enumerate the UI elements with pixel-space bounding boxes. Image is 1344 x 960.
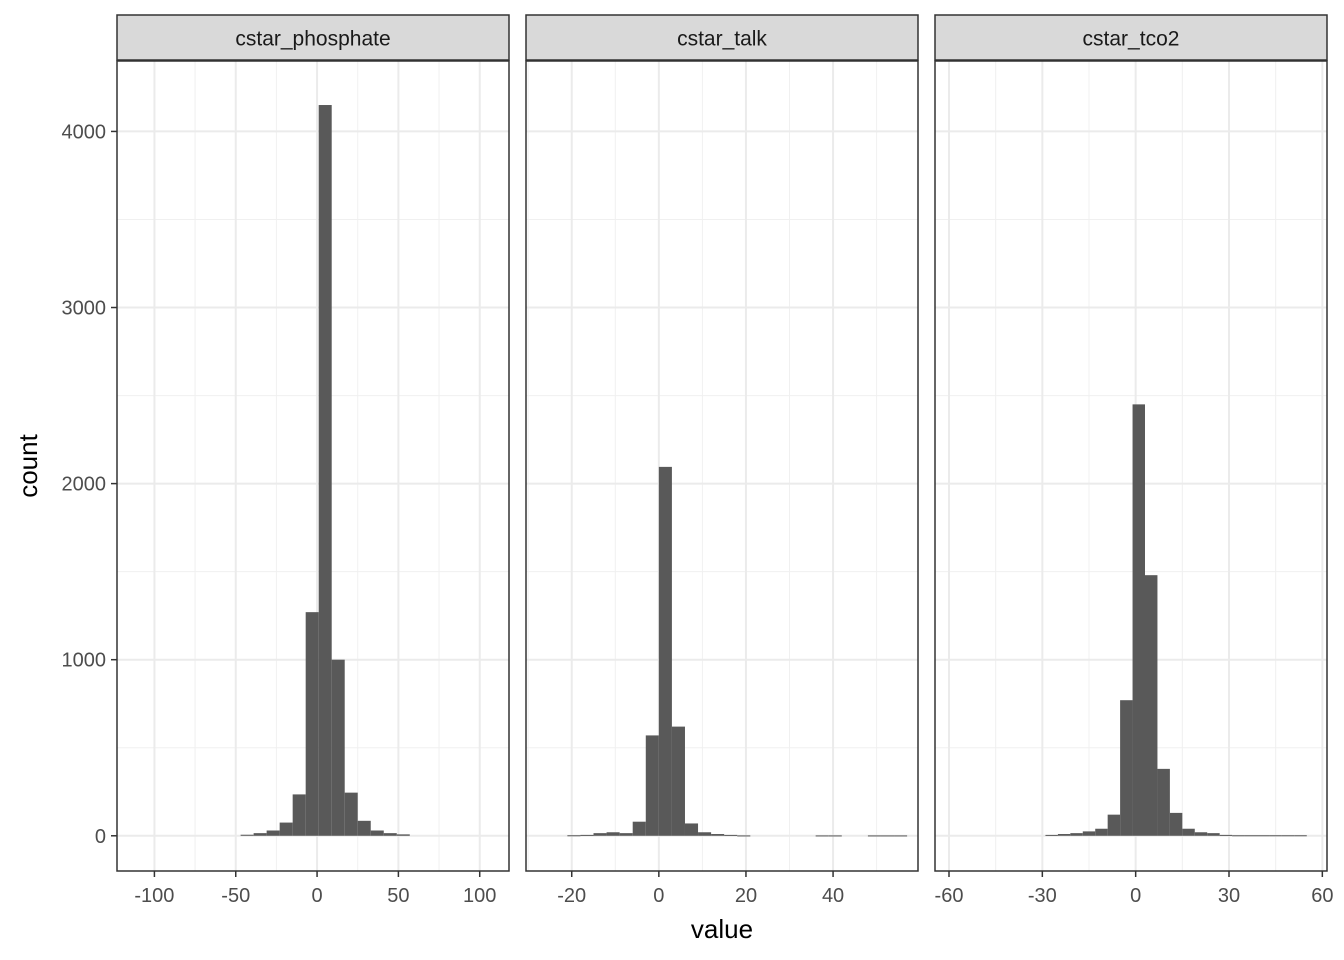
- histogram-bar: [266, 830, 280, 836]
- histogram-bar: [331, 659, 345, 836]
- panel-border: [934, 60, 1328, 872]
- histogram-bar: [1294, 835, 1307, 837]
- histogram-bar: [724, 834, 738, 836]
- histogram-bar: [593, 833, 607, 836]
- histogram-bar: [292, 794, 306, 836]
- x-tick-label: 50: [387, 885, 409, 907]
- y-tick-label: 1000: [62, 650, 107, 672]
- histogram-bar: [1169, 812, 1183, 836]
- x-axis-title: value: [691, 914, 753, 944]
- x-tick-label: -100: [134, 885, 174, 907]
- y-tick-label: 4000: [62, 121, 107, 143]
- histogram-bar: [658, 466, 672, 836]
- histogram-bar: [240, 834, 254, 836]
- histogram-bar: [698, 832, 712, 836]
- histogram-bar: [1070, 833, 1083, 836]
- histogram-bar: [606, 832, 620, 836]
- histogram-bar: [619, 833, 633, 836]
- histogram-bar: [1281, 835, 1295, 837]
- histogram-bar: [711, 834, 725, 836]
- histogram-bar: [867, 835, 881, 837]
- y-axis-title: count: [13, 433, 43, 497]
- facet-strip: [525, 14, 919, 61]
- y-axis: 0 1000 2000 3000 4000: [62, 121, 117, 848]
- histogram-bar: [1120, 700, 1133, 836]
- histogram-bar: [1132, 404, 1145, 836]
- histogram-bar: [318, 105, 332, 836]
- histogram-bar: [1057, 834, 1071, 836]
- histogram-bar: [370, 830, 384, 836]
- panel-cstar_tco2: cstar_tco2 -60 -30 0 30 60: [934, 14, 1333, 907]
- histogram-bar: [737, 835, 751, 837]
- histogram-bar: [1244, 835, 1257, 837]
- histogram-bar: [567, 835, 581, 837]
- histogram-bar: [253, 833, 267, 836]
- x-tick-label: -50: [221, 885, 250, 907]
- facet-strip-label: cstar_talk: [677, 28, 767, 51]
- panels: cstar_phosphate -100 -50 0 50 100 cstar_talk -2…: [116, 14, 1333, 907]
- histogram-bar: [1232, 835, 1245, 837]
- y-tick-label: 0: [95, 826, 106, 848]
- panel-border: [525, 60, 919, 872]
- panel-cstar_phosphate: cstar_phosphate -100 -50 0 50 100: [116, 14, 510, 907]
- histogram-bar: [344, 792, 358, 836]
- x-tick-label: -30: [1028, 885, 1057, 907]
- histogram-bar: [684, 823, 699, 836]
- histogram-bar: [828, 835, 842, 837]
- x-tick-label: 30: [1218, 885, 1240, 907]
- x-tick-label: -60: [935, 885, 964, 907]
- x-tick-label: 0: [312, 885, 323, 907]
- histogram-bar: [1194, 832, 1208, 836]
- x-tick-label: 0: [1130, 885, 1141, 907]
- histogram-bar: [1182, 828, 1195, 836]
- panel-border: [116, 60, 510, 872]
- y-tick-label: 2000: [62, 474, 107, 496]
- x-tick-label: -20: [557, 885, 586, 907]
- facet-strip-label: cstar_phosphate: [235, 28, 390, 51]
- histogram-bar: [671, 726, 685, 836]
- histogram-bar: [645, 735, 659, 836]
- histogram-bar: [1157, 768, 1170, 836]
- histogram-bar: [1219, 834, 1233, 836]
- x-tick-label: 40: [822, 885, 844, 907]
- histogram-bar: [357, 820, 371, 836]
- x-tick-label: 20: [735, 885, 757, 907]
- facet-strip-label: cstar_tco2: [1083, 28, 1180, 51]
- histogram-bar: [1107, 814, 1121, 836]
- histogram-bar: [1269, 835, 1282, 837]
- histogram-bar: [1207, 833, 1220, 836]
- y-tick-label: 3000: [62, 298, 107, 320]
- histogram-bar: [279, 822, 293, 836]
- histogram-bar: [880, 835, 895, 837]
- x-tick-label: 60: [1311, 885, 1333, 907]
- histogram-bar: [815, 835, 829, 837]
- histogram-bar: [1257, 835, 1270, 837]
- histogram-bar: [1082, 831, 1096, 836]
- histogram-bar: [632, 821, 646, 836]
- facet-strip: [116, 14, 510, 61]
- histogram-bar: [1045, 834, 1058, 836]
- x-tick-label: 0: [653, 885, 664, 907]
- histogram-bar: [305, 612, 319, 836]
- panel-background: [526, 61, 918, 871]
- histogram-bar: [1145, 575, 1158, 836]
- panel-cstar_talk: cstar_talk -20 0 20 40: [525, 14, 919, 907]
- histogram-bar: [396, 834, 410, 836]
- histogram-bar: [383, 833, 397, 836]
- facet-strip: [934, 14, 1328, 61]
- histogram-bar: [894, 835, 908, 837]
- histogram-bar: [580, 834, 594, 836]
- histogram-bar: [1095, 828, 1108, 836]
- x-tick-label: 100: [463, 885, 496, 907]
